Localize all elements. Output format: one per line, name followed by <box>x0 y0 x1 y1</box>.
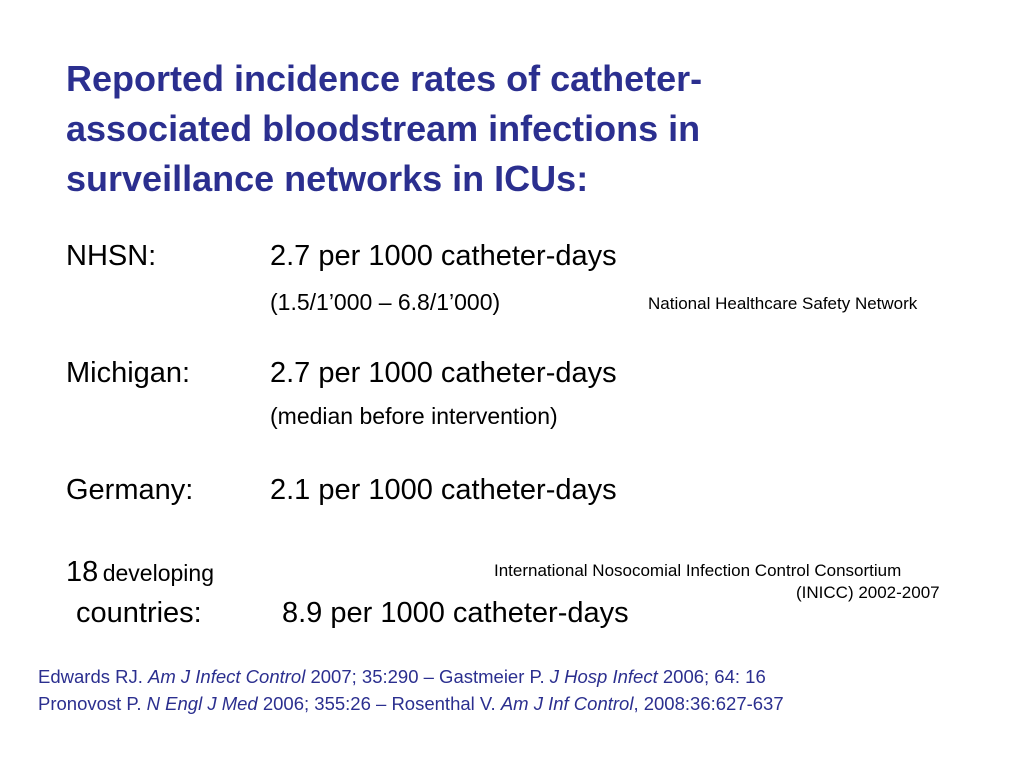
title-line-2: associated bloodstream infections in <box>66 108 701 149</box>
nhsn-range: (1.5/1’000 – 6.8/1’000) <box>270 289 501 315</box>
ref3-author: Pronovost P. <box>38 693 147 714</box>
ref1-author: Edwards RJ. <box>38 666 149 687</box>
ref2-details: 2006; 64: 16 <box>657 666 766 687</box>
germany-label: Germany: <box>66 474 194 506</box>
countries-label: countries: <box>76 597 202 629</box>
ref1-details: 2007; 35:290 – Gastmeier P. <box>305 666 550 687</box>
reference-line-1: Edwards RJ. Am J Infect Control 2007; 35… <box>38 663 784 690</box>
michigan-rate: 2.7 per 1000 catheter-days <box>270 357 617 389</box>
ref3-details: 2006; 355:26 – Rosenthal V. <box>257 693 501 714</box>
title-line-1: Reported incidence rates of catheter- <box>66 58 703 99</box>
inicc-source-line2: (INICC) 2002-2007 <box>796 583 940 602</box>
germany-rate: 2.1 per 1000 catheter-days <box>270 474 617 506</box>
nhsn-label: NHSN: <box>66 240 157 272</box>
developing-rate: 8.9 per 1000 catheter-days <box>282 597 629 629</box>
michigan-note: (median before intervention) <box>270 403 558 429</box>
inicc-source-line1: International Nosocomial Infection Contr… <box>494 561 902 580</box>
ref1-journal: Am J Infect Control <box>148 666 306 687</box>
michigan-label: Michigan: <box>66 357 191 389</box>
slide-title: Reported incidence rates of catheter- as… <box>66 54 926 204</box>
ref4-details: , 2008:36:627-637 <box>633 693 784 714</box>
ref3-journal: N Engl J Med <box>146 693 258 714</box>
developing-count: 18 <box>66 556 99 588</box>
ref4-journal: Am J Inf Control <box>500 693 634 714</box>
nhsn-note: National Healthcare Safety Network <box>648 294 918 313</box>
nhsn-rate: 2.7 per 1000 catheter-days <box>270 240 617 272</box>
developing-word: developing <box>102 560 214 586</box>
ref2-journal: J Hosp Infect <box>549 666 658 687</box>
title-line-3: surveillance networks in ICUs: <box>66 158 589 199</box>
developing-label: 18 developing <box>66 556 214 589</box>
reference-line-2: Pronovost P. N Engl J Med 2006; 355:26 –… <box>38 690 784 717</box>
references: Edwards RJ. Am J Infect Control 2007; 35… <box>38 663 784 717</box>
